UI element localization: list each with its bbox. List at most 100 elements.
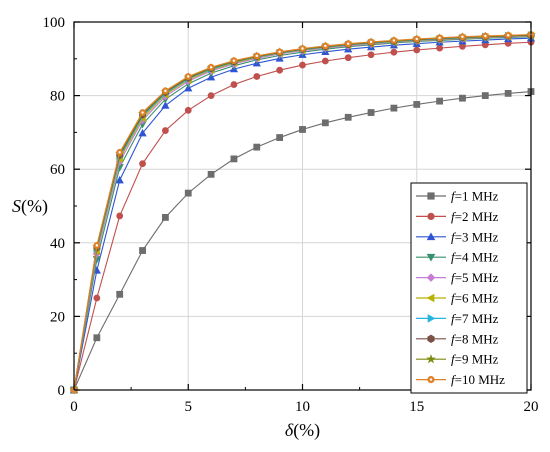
- data-point-dot: [95, 244, 99, 247]
- legend-item: f=5 MHz: [416, 270, 499, 285]
- legend-label: f=10 MHz: [451, 372, 505, 387]
- legend-item: f=6 MHz: [416, 291, 499, 306]
- data-point: [426, 273, 436, 282]
- series-10: [70, 31, 535, 394]
- y-tick-label: 60: [50, 162, 65, 178]
- data-point-dot: [232, 59, 236, 62]
- x-tick-label: 20: [524, 399, 539, 415]
- legend-label: f=6 MHz: [451, 291, 499, 306]
- data-point: [426, 354, 436, 364]
- data-point: [207, 170, 215, 178]
- data-point-dot: [209, 66, 213, 69]
- series-1: [70, 88, 535, 394]
- data-point: [390, 48, 398, 56]
- data-point: [207, 92, 215, 99]
- data-point: [253, 143, 261, 151]
- data-point: [436, 44, 443, 52]
- data-point: [436, 97, 443, 105]
- legend-label: f=7 MHz: [451, 311, 499, 326]
- legend-item: f=4 MHz: [416, 250, 499, 265]
- y-tick-label: 100: [43, 15, 66, 31]
- data-point: [426, 253, 436, 262]
- data-point: [184, 106, 192, 114]
- legend-item: f=9 MHz: [416, 352, 499, 367]
- data-point: [427, 212, 435, 220]
- x-axis-title: δ(%): [285, 420, 320, 441]
- legend-label: f=1 MHz: [451, 189, 499, 204]
- legend-item: f=8 MHz: [416, 331, 499, 346]
- data-point: [116, 290, 124, 298]
- data-point: [161, 101, 170, 109]
- x-axis-symbol: δ: [285, 420, 294, 440]
- data-point-dot: [164, 89, 167, 93]
- y-axis-symbol: S: [12, 196, 21, 216]
- data-point: [139, 160, 146, 168]
- data-point: [413, 46, 421, 54]
- data-point-dot: [438, 36, 441, 40]
- data-point-dot: [484, 34, 487, 38]
- data-point-dot: [141, 111, 144, 114]
- data-point: [427, 334, 435, 343]
- data-point: [426, 232, 436, 241]
- data-point: [116, 212, 124, 220]
- data-point: [344, 113, 352, 121]
- data-point: [162, 214, 169, 221]
- data-point: [427, 314, 436, 323]
- y-axis-title: S(%): [12, 196, 48, 217]
- data-point-dot: [324, 44, 327, 48]
- grid-lines: [74, 22, 531, 390]
- data-point: [321, 119, 329, 127]
- y-tick-label: 20: [50, 309, 65, 325]
- data-point: [115, 176, 124, 184]
- data-point: [504, 89, 512, 97]
- data-point: [276, 134, 284, 141]
- data-point: [138, 128, 147, 137]
- data-point-dot: [187, 75, 190, 78]
- data-point: [426, 293, 435, 303]
- series-layer: [69, 30, 536, 395]
- data-point-dot: [118, 151, 121, 154]
- data-point: [459, 94, 466, 102]
- x-tick-label: 15: [409, 399, 424, 415]
- data-point: [390, 104, 398, 112]
- data-point-dot: [429, 378, 433, 381]
- data-point: [139, 247, 146, 254]
- data-point-dot: [347, 42, 350, 45]
- legend-label: f=5 MHz: [451, 270, 499, 285]
- data-point-dot: [255, 54, 258, 58]
- data-point: [413, 101, 421, 108]
- data-point-dot: [392, 39, 396, 42]
- legend-label: f=9 MHz: [451, 352, 499, 367]
- data-point: [427, 192, 435, 200]
- data-point: [299, 126, 306, 133]
- data-point: [253, 73, 261, 80]
- legend-label: f=3 MHz: [451, 229, 499, 244]
- x-tick-label: 10: [295, 399, 310, 415]
- y-tick-label: 40: [50, 236, 65, 252]
- legend-item: f=10 MHz: [416, 372, 505, 387]
- data-point-dot: [506, 34, 510, 37]
- legend: f=1 MHz f=2 MHz f=3 MHz f=4 MHz f=5 MHz f=6 M…: [410, 182, 528, 394]
- legend-item: f=1 MHz: [416, 189, 499, 204]
- data-point: [276, 66, 284, 74]
- x-axis-unit: (%): [293, 420, 320, 441]
- y-tick-label: 80: [50, 89, 65, 105]
- data-point: [344, 54, 352, 62]
- data-point: [367, 51, 375, 59]
- data-point-dot: [369, 40, 373, 44]
- data-point: [184, 189, 192, 197]
- axis-ticks: [73, 21, 532, 391]
- x-tick-label: 0: [70, 399, 78, 415]
- y-tick-label: 0: [58, 383, 66, 399]
- x-tick-label: 5: [185, 399, 193, 415]
- data-point: [161, 127, 169, 134]
- data-point: [93, 294, 101, 302]
- data-point-dot: [461, 35, 464, 38]
- legend-item: f=2 MHz: [416, 209, 499, 224]
- data-point: [367, 109, 375, 116]
- legend-item: f=7 MHz: [416, 311, 499, 326]
- tick-labels: 0 5 10 15 20 0 20 40 60 80 100: [43, 15, 539, 415]
- data-point-dot: [278, 50, 281, 54]
- legend-label: f=8 MHz: [451, 331, 499, 346]
